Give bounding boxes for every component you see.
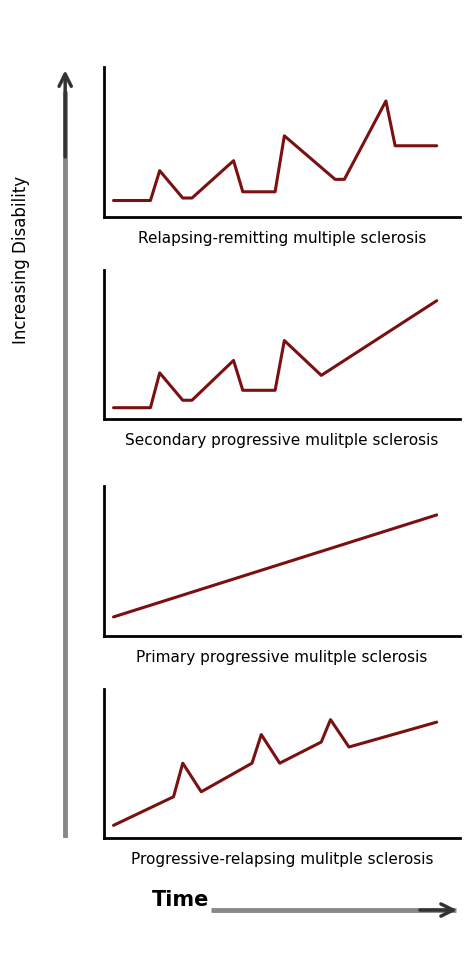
Text: Secondary progressive mulitple sclerosis: Secondary progressive mulitple sclerosis [125, 433, 439, 449]
Text: Time: Time [151, 891, 209, 910]
Text: Relapsing-remitting multiple sclerosis: Relapsing-remitting multiple sclerosis [138, 231, 426, 247]
Text: Progressive-relapsing mulitple sclerosis: Progressive-relapsing mulitple sclerosis [131, 852, 433, 868]
Text: Primary progressive mulitple sclerosis: Primary progressive mulitple sclerosis [137, 650, 428, 665]
Text: Increasing Disability: Increasing Disability [12, 176, 30, 344]
